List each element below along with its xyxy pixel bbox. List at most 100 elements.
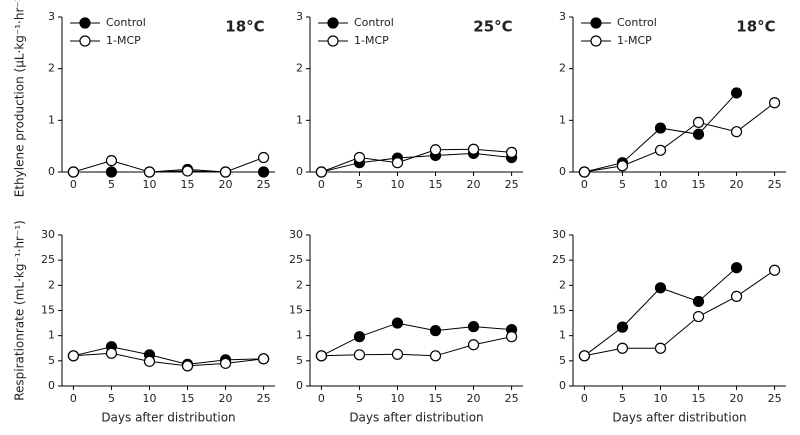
data-point — [105, 166, 118, 178]
x-tick-label: 15 — [692, 392, 706, 405]
data-point — [219, 357, 232, 369]
data-point — [467, 339, 480, 351]
legend-marker — [79, 17, 91, 29]
data-point — [467, 143, 480, 155]
legend-marker — [327, 35, 339, 47]
data-point — [654, 144, 667, 156]
x-tick-label: 10 — [653, 178, 667, 191]
x-tick-label: 10 — [390, 178, 404, 191]
data-point — [219, 166, 232, 178]
y-tick-label: 25 — [41, 253, 55, 266]
data-point — [616, 160, 629, 172]
series-line — [73, 168, 264, 173]
x-tick-label: 10 — [653, 392, 667, 405]
data-point — [181, 360, 194, 372]
legend-label: Control — [106, 16, 146, 29]
data-point — [391, 317, 404, 329]
data-point — [692, 116, 705, 129]
x-tick-label: 15 — [181, 178, 195, 191]
data-point — [654, 282, 667, 294]
series-line — [73, 352, 264, 367]
x-tick-label: 5 — [619, 392, 626, 405]
data-point — [692, 310, 705, 323]
data-point — [578, 350, 591, 362]
x-tick-label: 5 — [356, 392, 363, 405]
x-tick-label: 10 — [142, 392, 156, 405]
y-tick-label: 30 — [41, 228, 55, 241]
y-tick-label: 0 — [559, 165, 566, 178]
y-tick-label: 25 — [289, 253, 303, 266]
x-tick-label: 25 — [257, 392, 271, 405]
panel: 0 5 1 15 2 25 30 0 5 10 15 20 25 Days after distribut… — [289, 228, 523, 425]
panel-title: 25°C — [473, 18, 512, 36]
series-line — [584, 102, 775, 173]
data-point — [105, 155, 118, 167]
data-point — [768, 97, 781, 109]
x-tick-label: 15 — [181, 392, 195, 405]
data-point — [353, 151, 366, 164]
x-tick-label: 0 — [581, 178, 588, 191]
x-tick-label: 15 — [429, 392, 443, 405]
y-tick-label: 2 — [559, 62, 566, 75]
x-tick-label: 20 — [467, 392, 481, 405]
x-tick-label: 25 — [768, 178, 782, 191]
data-point — [692, 128, 705, 140]
x-tick-label: 20 — [219, 178, 233, 191]
x-tick-label: 10 — [142, 178, 156, 191]
x-tick-label: 20 — [730, 392, 744, 405]
x-axis-label: Days after distribution — [101, 411, 235, 425]
series-line — [584, 267, 737, 357]
y-tick-label: 1 — [559, 329, 566, 342]
data-point — [654, 122, 667, 134]
x-tick-label: 0 — [318, 392, 325, 405]
panel: 0 5 1 15 2 25 30 0 5 10 15 20 25 Respirationrate (mL·… — [13, 220, 275, 425]
data-point — [315, 350, 328, 362]
y-tick-label: 15 — [552, 304, 566, 317]
data-point — [391, 157, 404, 169]
y-tick-label: 5 — [48, 354, 55, 367]
y-tick-label: 1 — [559, 113, 566, 126]
x-tick-label: 25 — [505, 392, 519, 405]
y-tick-label: 2 — [48, 278, 55, 291]
x-tick-label: 25 — [257, 178, 271, 191]
data-point — [429, 144, 442, 156]
data-point — [505, 331, 518, 343]
x-axis-label: Days after distribution — [349, 411, 483, 425]
data-point — [143, 355, 156, 367]
x-tick-label: 5 — [356, 178, 363, 191]
series-line — [73, 157, 264, 173]
data-point — [730, 87, 743, 99]
x-tick-label: 15 — [692, 178, 706, 191]
data-point — [429, 350, 442, 362]
data-point — [467, 321, 480, 333]
x-axis-label: Days after distribution — [612, 411, 746, 425]
legend-marker — [79, 35, 91, 47]
data-point — [67, 350, 80, 362]
x-tick-label: 20 — [467, 178, 481, 191]
data-point — [730, 262, 743, 274]
panel: 0 1 2 3 0 5 10 15 20 25 18°C Ethylene production (μ… — [13, 0, 275, 197]
series-line — [321, 322, 512, 357]
y-tick-label: 0 — [48, 165, 55, 178]
series-line — [321, 336, 512, 357]
data-point — [257, 353, 270, 365]
data-point — [654, 342, 667, 354]
panel-title: 18°C — [225, 18, 264, 36]
series-line — [321, 148, 512, 173]
data-point — [257, 166, 270, 178]
data-point — [105, 347, 118, 359]
data-point — [768, 264, 781, 276]
x-tick-label: 20 — [730, 178, 744, 191]
y-tick-label: 0 — [559, 379, 566, 392]
y-tick-label: 2 — [296, 62, 303, 75]
y-tick-label: 0 — [296, 379, 303, 392]
x-tick-label: 15 — [429, 178, 443, 191]
y-tick-label: 2 — [296, 278, 303, 291]
x-tick-label: 5 — [108, 178, 115, 191]
x-tick-label: 5 — [108, 392, 115, 405]
data-point — [505, 146, 518, 158]
x-tick-label: 5 — [619, 178, 626, 191]
y-tick-label: 3 — [559, 10, 566, 23]
y-tick-label: 0 — [48, 379, 55, 392]
data-point — [181, 165, 194, 177]
